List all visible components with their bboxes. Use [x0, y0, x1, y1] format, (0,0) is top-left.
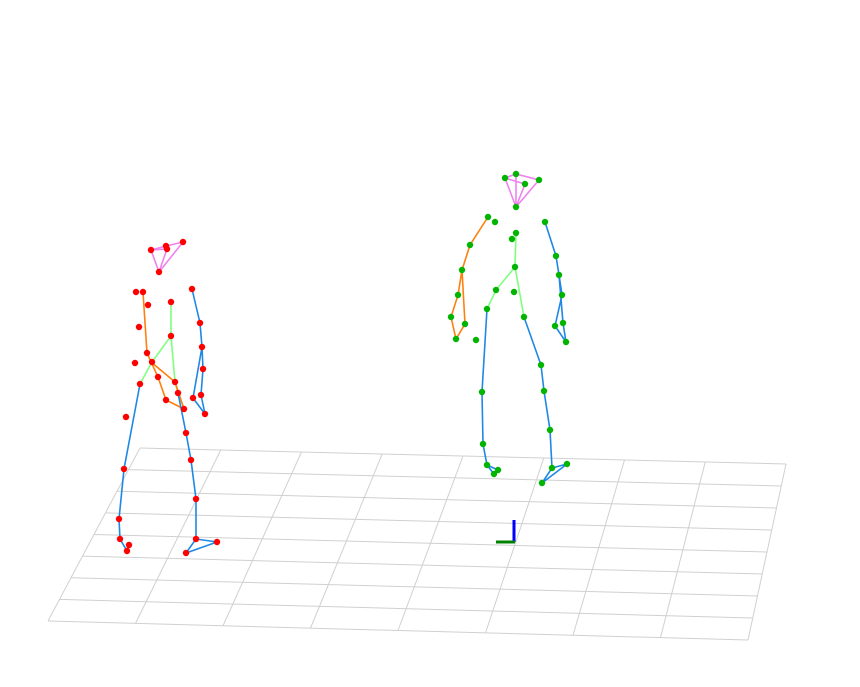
joint-marker [143, 349, 151, 357]
joint-marker [520, 313, 528, 321]
joint-marker [541, 218, 549, 226]
joint-marker [521, 180, 529, 188]
joint-marker [197, 391, 205, 399]
joint-marker [182, 549, 190, 557]
joint-marker [123, 547, 131, 555]
joint-marker [540, 387, 548, 395]
grid-line-row [70, 577, 758, 597]
joint-marker [454, 291, 462, 299]
joint-marker [558, 291, 566, 299]
joint-marker [199, 365, 207, 373]
joint-marker [120, 465, 128, 473]
torso-bone [514, 266, 525, 318]
grid-line-row [128, 469, 782, 487]
joint-marker [537, 361, 545, 369]
joint-marker [131, 359, 139, 367]
joint-marker [125, 541, 133, 549]
joint-marker [452, 335, 460, 343]
joint-marker [466, 241, 474, 249]
joint-marker [535, 176, 543, 184]
joint-marker [490, 470, 498, 478]
joint-marker [196, 319, 204, 327]
joint-marker [132, 288, 140, 296]
torso-bone [139, 301, 172, 385]
joint-marker [562, 338, 570, 346]
joint-marker [155, 268, 163, 276]
joint-marker [494, 466, 502, 474]
joint-marker [139, 288, 147, 296]
joint-marker [483, 305, 491, 313]
joint-marker [551, 322, 559, 330]
joint-marker [116, 535, 124, 543]
joint-marker [201, 410, 209, 418]
joint-marker [187, 456, 195, 464]
joint-marker [483, 461, 491, 469]
joint-marker [136, 380, 144, 388]
leg-bone [177, 392, 218, 555]
left-skeleton [115, 238, 221, 557]
head-bone [150, 248, 169, 273]
grid-line-row [93, 534, 768, 553]
joint-marker [512, 170, 520, 178]
joint-marker [147, 246, 155, 254]
right-skeleton [447, 170, 571, 487]
joint-marker [510, 288, 518, 296]
joint-marker [144, 301, 152, 309]
joint-marker [458, 266, 466, 274]
joint-marker [548, 464, 556, 472]
joint-marker [511, 263, 519, 271]
joint-marker [174, 389, 182, 397]
joint-marker [479, 440, 487, 448]
joint-marker [179, 238, 187, 246]
joint-marker [189, 394, 197, 402]
joint-marker [546, 426, 554, 434]
joint-marker [461, 320, 469, 328]
grid-line-row [139, 447, 787, 465]
joint-marker [508, 235, 516, 243]
joint-marker [447, 313, 455, 321]
joint-marker [478, 388, 486, 396]
arm-bone [450, 216, 489, 342]
joint-marker [180, 405, 188, 413]
floor-grid [47, 447, 787, 641]
world-axes-gizmo [496, 520, 516, 544]
joint-marker [563, 460, 571, 468]
joint-marker [492, 286, 500, 294]
joint-marker [188, 285, 196, 293]
joint-marker [162, 396, 170, 404]
grid-line-row [82, 555, 763, 575]
joint-marker [198, 343, 206, 351]
grid-line-row [105, 512, 772, 531]
leg-bone [523, 316, 568, 484]
joint-marker [472, 336, 480, 344]
joint-marker [122, 413, 130, 421]
joint-marker [512, 229, 520, 237]
joint-marker [538, 479, 546, 487]
joint-marker [167, 298, 175, 306]
joint-marker [115, 515, 123, 523]
grid-line-row [116, 490, 777, 509]
joint-marker [484, 213, 492, 221]
joint-marker [167, 332, 175, 340]
joint-marker [182, 429, 190, 437]
joint-marker [148, 358, 156, 366]
joint-marker [192, 535, 200, 543]
joint-marker [559, 319, 567, 327]
joint-marker [213, 538, 221, 546]
joint-marker [512, 203, 520, 211]
joint-marker [192, 495, 200, 503]
joint-marker [171, 378, 179, 386]
leg-bone [200, 346, 206, 415]
torso-bone [486, 232, 517, 310]
joint-marker [552, 252, 560, 260]
grid-line-row [47, 620, 749, 641]
joint-marker [135, 323, 143, 331]
joint-marker [163, 245, 171, 253]
joint-marker [154, 373, 162, 381]
joint-marker [491, 218, 499, 226]
joint-marker [555, 271, 563, 279]
grid-line-row [59, 598, 753, 619]
joint-marker [501, 174, 509, 182]
